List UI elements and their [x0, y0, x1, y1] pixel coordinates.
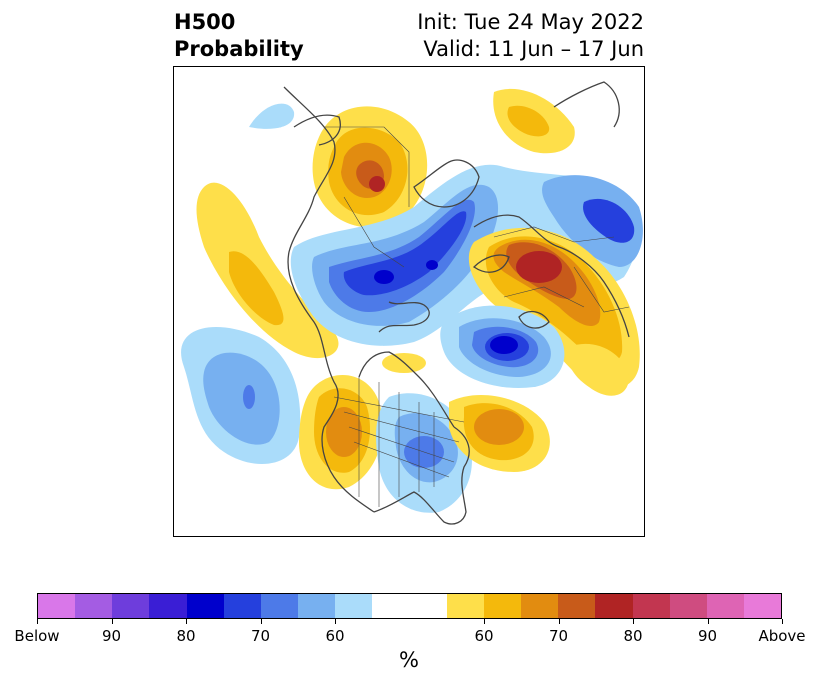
colorbar-swatch: [743, 594, 782, 618]
colorbar-tick-mark: [558, 619, 560, 624]
colorbar-swatch: [372, 594, 410, 618]
colorbar-swatch: [112, 594, 150, 618]
blue-anomaly-bering: [249, 103, 295, 129]
political-boundaries: [324, 126, 630, 507]
colorbar-swatch: [558, 594, 596, 618]
blue-anomaly-siberia: [542, 175, 643, 267]
colorbar-swatch: [223, 594, 261, 618]
colorbar-swatch: [446, 594, 484, 618]
colorbar-swatch: [669, 594, 707, 618]
title-line-1: H500: [174, 10, 236, 34]
orange-anomaly-pacific: [196, 182, 339, 359]
colorbar-tick-label: 60: [325, 627, 345, 645]
probability-colorbar: [37, 593, 782, 619]
orange-anomaly-west-us: [299, 375, 383, 490]
orange-anomaly-alaska: [312, 106, 428, 228]
colorbar-tick-label: 60: [474, 627, 494, 645]
colorbar-swatch: [75, 594, 113, 618]
colorbar-swatch: [632, 594, 670, 618]
colorbar-tick-mark: [707, 619, 709, 624]
colorbar-tick-label: 90: [697, 627, 718, 645]
colorbar-tick-mark: [260, 619, 262, 624]
blue-anomaly-atlantic: [440, 305, 565, 388]
map-title: H500 Probability: [174, 9, 304, 63]
colorbar-tick-label: 70: [250, 627, 271, 645]
orange-anomaly-europe: [567, 343, 629, 396]
orange-anomaly-arctic: [493, 88, 575, 154]
coastlines: [283, 81, 630, 525]
colorbar-tick-label: 90: [101, 627, 122, 645]
colorbar-tick-mark: [633, 619, 634, 624]
colorbar-tick-label: Below: [14, 627, 60, 645]
colorbar-tick-mark: [782, 619, 783, 624]
colorbar-swatch: [595, 594, 633, 618]
colorbar-swatch: [298, 594, 336, 618]
colorbar-tick-label: 70: [548, 627, 569, 645]
colorbar-tick-mark: [111, 619, 113, 624]
colorbar-tick-label: 80: [623, 627, 643, 645]
probability-map: [173, 66, 645, 537]
colorbar-swatch: [521, 594, 559, 618]
colorbar-tick-mark: [37, 619, 38, 624]
orange-anomaly-atlantic: [449, 394, 550, 472]
colorbar-tick-mark: [484, 619, 485, 624]
colorbar-unit-label: %: [399, 648, 419, 672]
colorbar-swatch: [483, 594, 522, 618]
colorbar-swatch: [335, 594, 373, 618]
colorbar-swatch: [409, 594, 447, 618]
colorbar-swatch: [706, 594, 744, 618]
valid-date-range: Valid: 11 Jun – 17 Jun: [423, 37, 644, 61]
init-date: Init: Tue 24 May 2022: [417, 10, 644, 34]
map-canvas: [181, 81, 643, 525]
colorbar-swatch: [186, 594, 224, 618]
colorbar-tick-mark: [335, 619, 336, 624]
title-line-2: Probability: [174, 37, 304, 61]
colorbar-swatch: [38, 594, 76, 618]
blue-anomaly-pacific: [181, 327, 301, 464]
colorbar-tick-mark: [186, 619, 187, 624]
colorbar-swatch: [260, 594, 299, 618]
colorbar-swatch: [149, 594, 187, 618]
date-info: Init: Tue 24 May 2022 Valid: 11 Jun – 17…: [417, 9, 644, 63]
colorbar-tick-label: Above: [758, 627, 806, 645]
colorbar-tick-label: 80: [176, 627, 196, 645]
